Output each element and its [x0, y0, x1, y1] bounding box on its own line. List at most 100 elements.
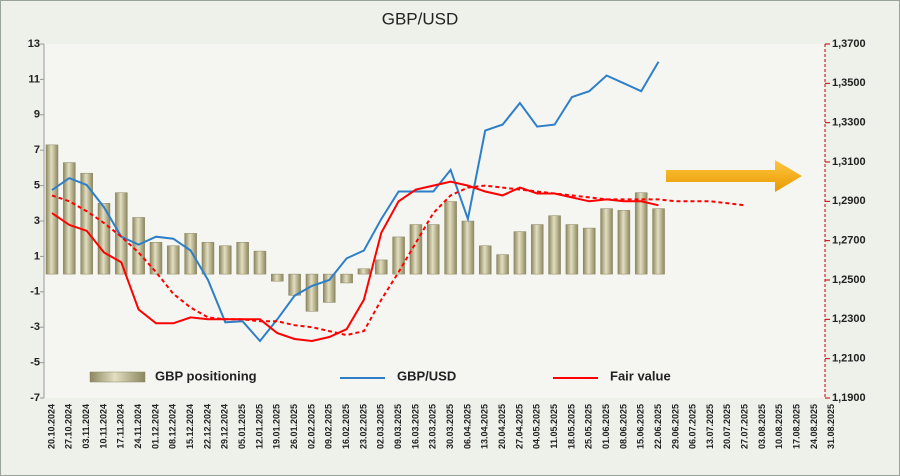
trend-line — [51, 184, 746, 337]
x-tick-label: 20.10.2024 — [46, 404, 56, 449]
x-tick-label: 15.06.2025 — [636, 404, 646, 449]
arrow — [666, 160, 802, 192]
x-tick-label: 10.11.2024 — [98, 404, 108, 449]
x-tick-label: 27.10.2024 — [64, 404, 74, 449]
x-tick-label: 02.02.2025 — [306, 404, 316, 449]
bar — [219, 245, 232, 275]
y2-tick-label: 1,2500 — [832, 274, 866, 286]
x-tick-label: 10.08.2025 — [774, 404, 784, 449]
y-tick-label: 9 — [34, 109, 40, 121]
x-tick-label: 03.08.2025 — [757, 404, 767, 449]
bar — [548, 215, 561, 275]
x-tick-label: 19.01.2025 — [272, 404, 282, 449]
x-tick-label: 23.02.2025 — [358, 404, 368, 449]
legend-swatch — [89, 371, 146, 383]
x-tick-label: 09.02.2025 — [324, 404, 334, 449]
bar — [617, 210, 631, 275]
bar — [634, 192, 648, 275]
y2-tick-label: 1,3700 — [832, 38, 866, 50]
y2-tick-label: 1,2700 — [832, 235, 866, 247]
x-tick-label: 08.06.2025 — [618, 404, 628, 449]
x-tick-label: 31.08.2025 — [826, 404, 836, 449]
line — [51, 180, 659, 343]
legend-label: GBP/USD — [397, 368, 456, 383]
x-tick-label: 13.04.2025 — [480, 404, 490, 449]
x-tick-label: 17.08.2025 — [792, 404, 802, 449]
x-tick-label: 29.06.2025 — [670, 404, 680, 449]
y-tick-label: 1 — [34, 250, 40, 262]
x-tick-label: 23.03.2025 — [428, 404, 438, 449]
bar — [80, 172, 93, 275]
x-tick-label: 11.05.2025 — [549, 404, 559, 449]
bar — [375, 259, 388, 275]
legend-label: GBP positioning — [155, 368, 257, 383]
x-tick-label: 16.02.2025 — [341, 404, 351, 449]
bar — [513, 231, 527, 275]
x-tick-label: 05.01.2025 — [237, 404, 247, 449]
bar — [149, 241, 163, 275]
bar — [409, 224, 423, 275]
bar — [132, 217, 145, 275]
bar — [530, 224, 544, 275]
bar — [184, 233, 197, 275]
bar — [600, 208, 613, 275]
y-tick-label: -3 — [30, 321, 40, 333]
y-tick-label: 7 — [34, 144, 40, 156]
bar — [271, 273, 284, 282]
x-tick-label: 06.07.2025 — [688, 404, 698, 449]
y2-tick-label: 1,3300 — [832, 117, 866, 129]
x-tick-label: 25.05.2025 — [584, 404, 594, 449]
x-tick-label: 01.06.2025 — [601, 404, 611, 449]
x-tick-label: 13.07.2025 — [705, 404, 715, 449]
y-tick-label: -1 — [30, 286, 40, 298]
legend-label: Fair value — [610, 368, 671, 383]
x-tick-label: 04.05.2025 — [532, 404, 542, 449]
x-tick-label: 17.11.2024 — [116, 404, 126, 449]
y2-tick-label: 1,3500 — [832, 77, 866, 89]
bar — [323, 273, 336, 303]
bar — [652, 208, 665, 275]
x-tick-label: 18.05.2025 — [566, 404, 576, 449]
x-tick-label: 29.12.2024 — [220, 404, 230, 449]
bar — [461, 220, 475, 275]
y-tick-label: 5 — [34, 180, 40, 192]
x-tick-label: 24.08.2025 — [809, 404, 819, 449]
x-tick-label: 20.07.2025 — [722, 404, 732, 449]
bar — [288, 273, 301, 296]
x-tick-label: 27.07.2025 — [740, 404, 750, 449]
y-tick-label: 11 — [28, 73, 40, 85]
bar — [115, 192, 128, 275]
x-tick-label: 06.04.2025 — [462, 404, 472, 449]
x-tick-label: 22.12.2024 — [202, 404, 212, 449]
x-tick-label: 09.03.2025 — [393, 404, 403, 449]
bar — [565, 224, 579, 275]
bar — [479, 245, 492, 275]
bar — [305, 273, 319, 312]
line — [51, 61, 660, 343]
y2-tick-label: 1,2900 — [832, 195, 866, 207]
bar — [201, 241, 215, 275]
x-tick-label: 26.01.2025 — [289, 404, 299, 449]
bar — [253, 250, 267, 275]
bar — [63, 162, 76, 275]
y2-tick-label: 1,1900 — [832, 392, 866, 404]
x-tick-label: 20.04.2025 — [497, 404, 507, 449]
x-tick-label: 24.11.2024 — [133, 404, 143, 449]
bar — [340, 273, 353, 284]
y-tick-label: -5 — [30, 357, 40, 369]
bar — [167, 245, 180, 275]
bar — [45, 144, 59, 275]
bar — [392, 236, 405, 275]
x-tick-label: 27.04.2025 — [514, 404, 524, 449]
chart-title: GBP/USD — [382, 9, 459, 28]
y-tick-label: 13 — [28, 38, 40, 50]
bar — [97, 203, 111, 275]
x-tick-label: 12.01.2025 — [254, 404, 264, 449]
x-tick-label: 15.12.2024 — [185, 404, 195, 449]
x-tick-label: 02.03.2025 — [376, 404, 386, 449]
y2-tick-label: 1,2300 — [832, 313, 866, 325]
bar — [236, 241, 249, 275]
plot-area — [44, 44, 825, 398]
bar — [582, 227, 596, 275]
